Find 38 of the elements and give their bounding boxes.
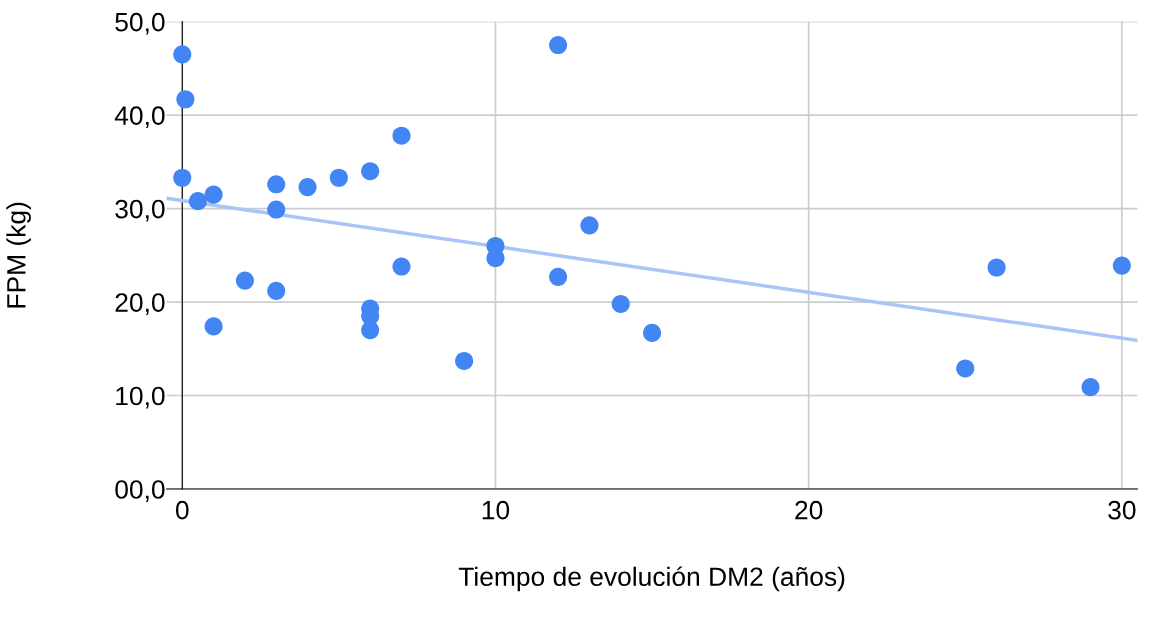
- point: [549, 35, 568, 55]
- point: [176, 90, 195, 109]
- point: [392, 126, 411, 145]
- point: [173, 168, 192, 187]
- point: [549, 267, 568, 286]
- point: [267, 200, 286, 219]
- point: [329, 168, 348, 187]
- x-axis-title: Tiempo de evolución DM2 (años): [458, 566, 845, 592]
- y-tick-label: 40,0: [114, 106, 165, 129]
- y-tick-label: 00,0: [115, 480, 165, 502]
- point: [611, 294, 630, 313]
- x-tick-label: 30: [1108, 500, 1136, 520]
- y-tick-label: 30,0: [115, 199, 165, 222]
- point: [173, 45, 192, 64]
- point: [1081, 378, 1100, 397]
- point: [580, 216, 599, 235]
- point: [204, 317, 223, 336]
- point: [956, 359, 975, 378]
- point: [361, 321, 380, 340]
- point: [235, 271, 254, 290]
- x-tick-label: 0: [175, 500, 189, 520]
- x-tick-label: 20: [795, 500, 823, 520]
- point: [643, 323, 662, 342]
- point: [267, 175, 286, 194]
- point: [392, 257, 411, 276]
- y-tick-label: 50,0: [115, 12, 165, 35]
- point: [267, 281, 286, 300]
- x-tick-label: 10: [482, 500, 510, 520]
- point: [1112, 256, 1131, 275]
- point: [361, 162, 380, 181]
- y-tick-label: 20,0: [115, 293, 165, 316]
- point: [455, 351, 474, 371]
- point: [298, 178, 317, 197]
- y-axis-title: FPM (kg): [6, 202, 31, 308]
- point: [204, 185, 223, 204]
- point: [987, 258, 1006, 277]
- y-tick-label: 10,0: [116, 386, 165, 409]
- point: [188, 192, 207, 211]
